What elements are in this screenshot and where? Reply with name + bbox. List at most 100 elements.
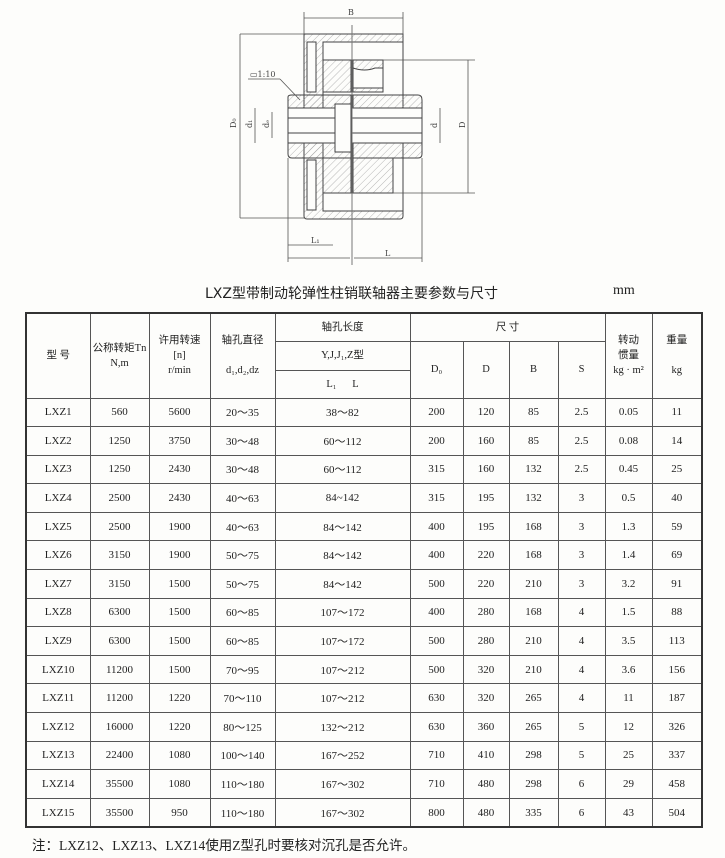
table-cell: 2500 [89, 483, 150, 513]
table-cell: 2.5 [557, 426, 606, 456]
table-cell: 50～75 [209, 540, 276, 571]
table-cell: LXZ13 [25, 740, 91, 771]
table-cell: 210 [508, 654, 559, 685]
table-cell: 6 [557, 797, 606, 828]
table-cell: 168 [508, 597, 559, 628]
table-cell: 25 [604, 740, 653, 771]
table-cell: 1220 [148, 683, 211, 714]
table-title: LXZ型带制动轮弹性柱销联轴器主要参数与尺寸 [205, 286, 498, 302]
table-cell: 3 [557, 540, 606, 571]
table-cell: 11 [604, 683, 653, 714]
table-cell: 40～63 [209, 511, 276, 542]
table-cell: 400 [409, 511, 464, 542]
footnote: 注：LXZ12、LXZ13、LXZ14使用Z型孔时要核对沉孔是否允许。 [32, 838, 416, 853]
table-cell: 265 [508, 712, 559, 742]
table-row: LXZ2 1250 3750 30～48 60～112 200 160 85 2.5 0.08 14 [25, 426, 703, 456]
table-cell: 16000 [89, 712, 150, 742]
header-weight: 重量 kg [651, 312, 703, 399]
table-cell: 107～172 [274, 597, 411, 628]
table-cell: 132～212 [274, 712, 411, 742]
table-cell: 280 [462, 597, 510, 628]
table-cell: 800 [409, 797, 464, 828]
table-cell: 167～302 [274, 769, 411, 799]
table-cell: 458 [651, 769, 703, 799]
table-cell: 200 [409, 397, 464, 428]
table-cell: 11200 [89, 654, 150, 685]
table-cell: 280 [462, 626, 510, 656]
table-cell: 1500 [148, 569, 211, 599]
table-cell: 1500 [148, 597, 211, 628]
table-row: LXZ11 11200 1220 70～110 107～212 630 320 265 4 11 1… [25, 683, 703, 714]
table-cell: 2.5 [557, 397, 606, 428]
table-cell: 113 [651, 626, 703, 656]
table-cell: 320 [462, 683, 510, 714]
header-speed: 许用转速 [n] r/min [148, 312, 211, 399]
table-cell: LXZ8 [25, 597, 91, 628]
table-cell: 84~142 [274, 483, 411, 513]
table-cell: 60～112 [274, 426, 411, 456]
table-cell: 337 [651, 740, 703, 771]
table-cell: 69 [651, 540, 703, 571]
table-cell: 100～140 [209, 740, 276, 771]
table-cell: 107～172 [274, 626, 411, 656]
table-cell: 60～85 [209, 626, 276, 656]
table-cell: 950 [148, 797, 211, 828]
table-cell: LXZ14 [25, 769, 91, 799]
table-cell: 6300 [89, 626, 150, 656]
table-row: LXZ1 560 5600 20～35 38～82 200 120 85 2.5 0.05 11 [25, 397, 703, 428]
parameters-table: 型 号 公称转矩Tn N,m 许用转速 [n] r/min 轴孔直径 d₁,d₂,dz … [25, 312, 703, 829]
table-cell: 132 [508, 454, 559, 485]
table-cell: 210 [508, 626, 559, 656]
header-bore-length-sub: L₁ L [274, 369, 411, 399]
table-cell: 3 [557, 569, 606, 599]
table-cell: 500 [409, 654, 464, 685]
table-cell: LXZ1 [25, 397, 91, 428]
table-cell: 560 [89, 397, 150, 428]
table-cell: 6300 [89, 597, 150, 628]
table-cell: 1.4 [604, 540, 653, 571]
label-L: L [385, 249, 391, 258]
table-row: LXZ14 35500 1080 110～180 167～302 710 480 298 6 29… [25, 769, 703, 799]
table-cell: 710 [409, 769, 464, 799]
table-row: LXZ10 11200 1500 70～95 107～212 500 320 210 4 3.6 1… [25, 654, 703, 685]
table-cell: 12 [604, 712, 653, 742]
table-row: LXZ3 1250 2430 30～48 60～112 315 160 132 2.5 0.45 2… [25, 454, 703, 485]
table-cell: 3150 [89, 540, 150, 571]
label-d: d [430, 123, 439, 128]
header-bore-type: Y,J,J₁,Z型 [274, 340, 411, 371]
table-cell: 1.3 [604, 511, 653, 542]
table-cell: 14 [651, 426, 703, 456]
table-row: LXZ7 3150 1500 50～75 84～142 500 220 210 3 3.2 91 [25, 569, 703, 599]
table-cell: 1.5 [604, 597, 653, 628]
label-d1: d₁ [245, 120, 254, 128]
table-cell: LXZ4 [25, 483, 91, 513]
table-cell: 30～48 [209, 426, 276, 456]
table-cell: 3 [557, 511, 606, 542]
table-row: LXZ8 6300 1500 60～85 107～172 400 280 168 4 1.5 88 [25, 597, 703, 628]
table-cell: 195 [462, 511, 510, 542]
table-cell: 22400 [89, 740, 150, 771]
table-cell: 110～180 [209, 769, 276, 799]
table-cell: 0.5 [604, 483, 653, 513]
table-cell: 85 [508, 426, 559, 456]
table-cell: LXZ2 [25, 426, 91, 456]
table-cell: 2430 [148, 454, 211, 485]
table-cell: 29 [604, 769, 653, 799]
table-row: LXZ13 22400 1080 100～140 167～252 710 410 298 5 25… [25, 740, 703, 771]
table-cell: 1080 [148, 740, 211, 771]
table-cell: 167～302 [274, 797, 411, 828]
table-cell: 220 [462, 540, 510, 571]
table-cell: 1500 [148, 654, 211, 685]
table-cell: 107～212 [274, 654, 411, 685]
table-cell: 500 [409, 626, 464, 656]
label-taper: ▭1:10 [250, 70, 276, 79]
table-cell: 120 [462, 397, 510, 428]
table-row: LXZ9 6300 1500 60～85 107～172 500 280 210 4 3.5 113 [25, 626, 703, 656]
table-cell: 84～142 [274, 540, 411, 571]
coupling-cross-section-drawing: B ▭1:10 D₀ d₁ dₑ d D L₁ L [229, 8, 475, 265]
table-cell: LXZ11 [25, 683, 91, 714]
header-D: D [462, 340, 510, 399]
table-cell: 70～95 [209, 654, 276, 685]
table-cell: 4 [557, 654, 606, 685]
unit-label: mm [613, 283, 635, 298]
